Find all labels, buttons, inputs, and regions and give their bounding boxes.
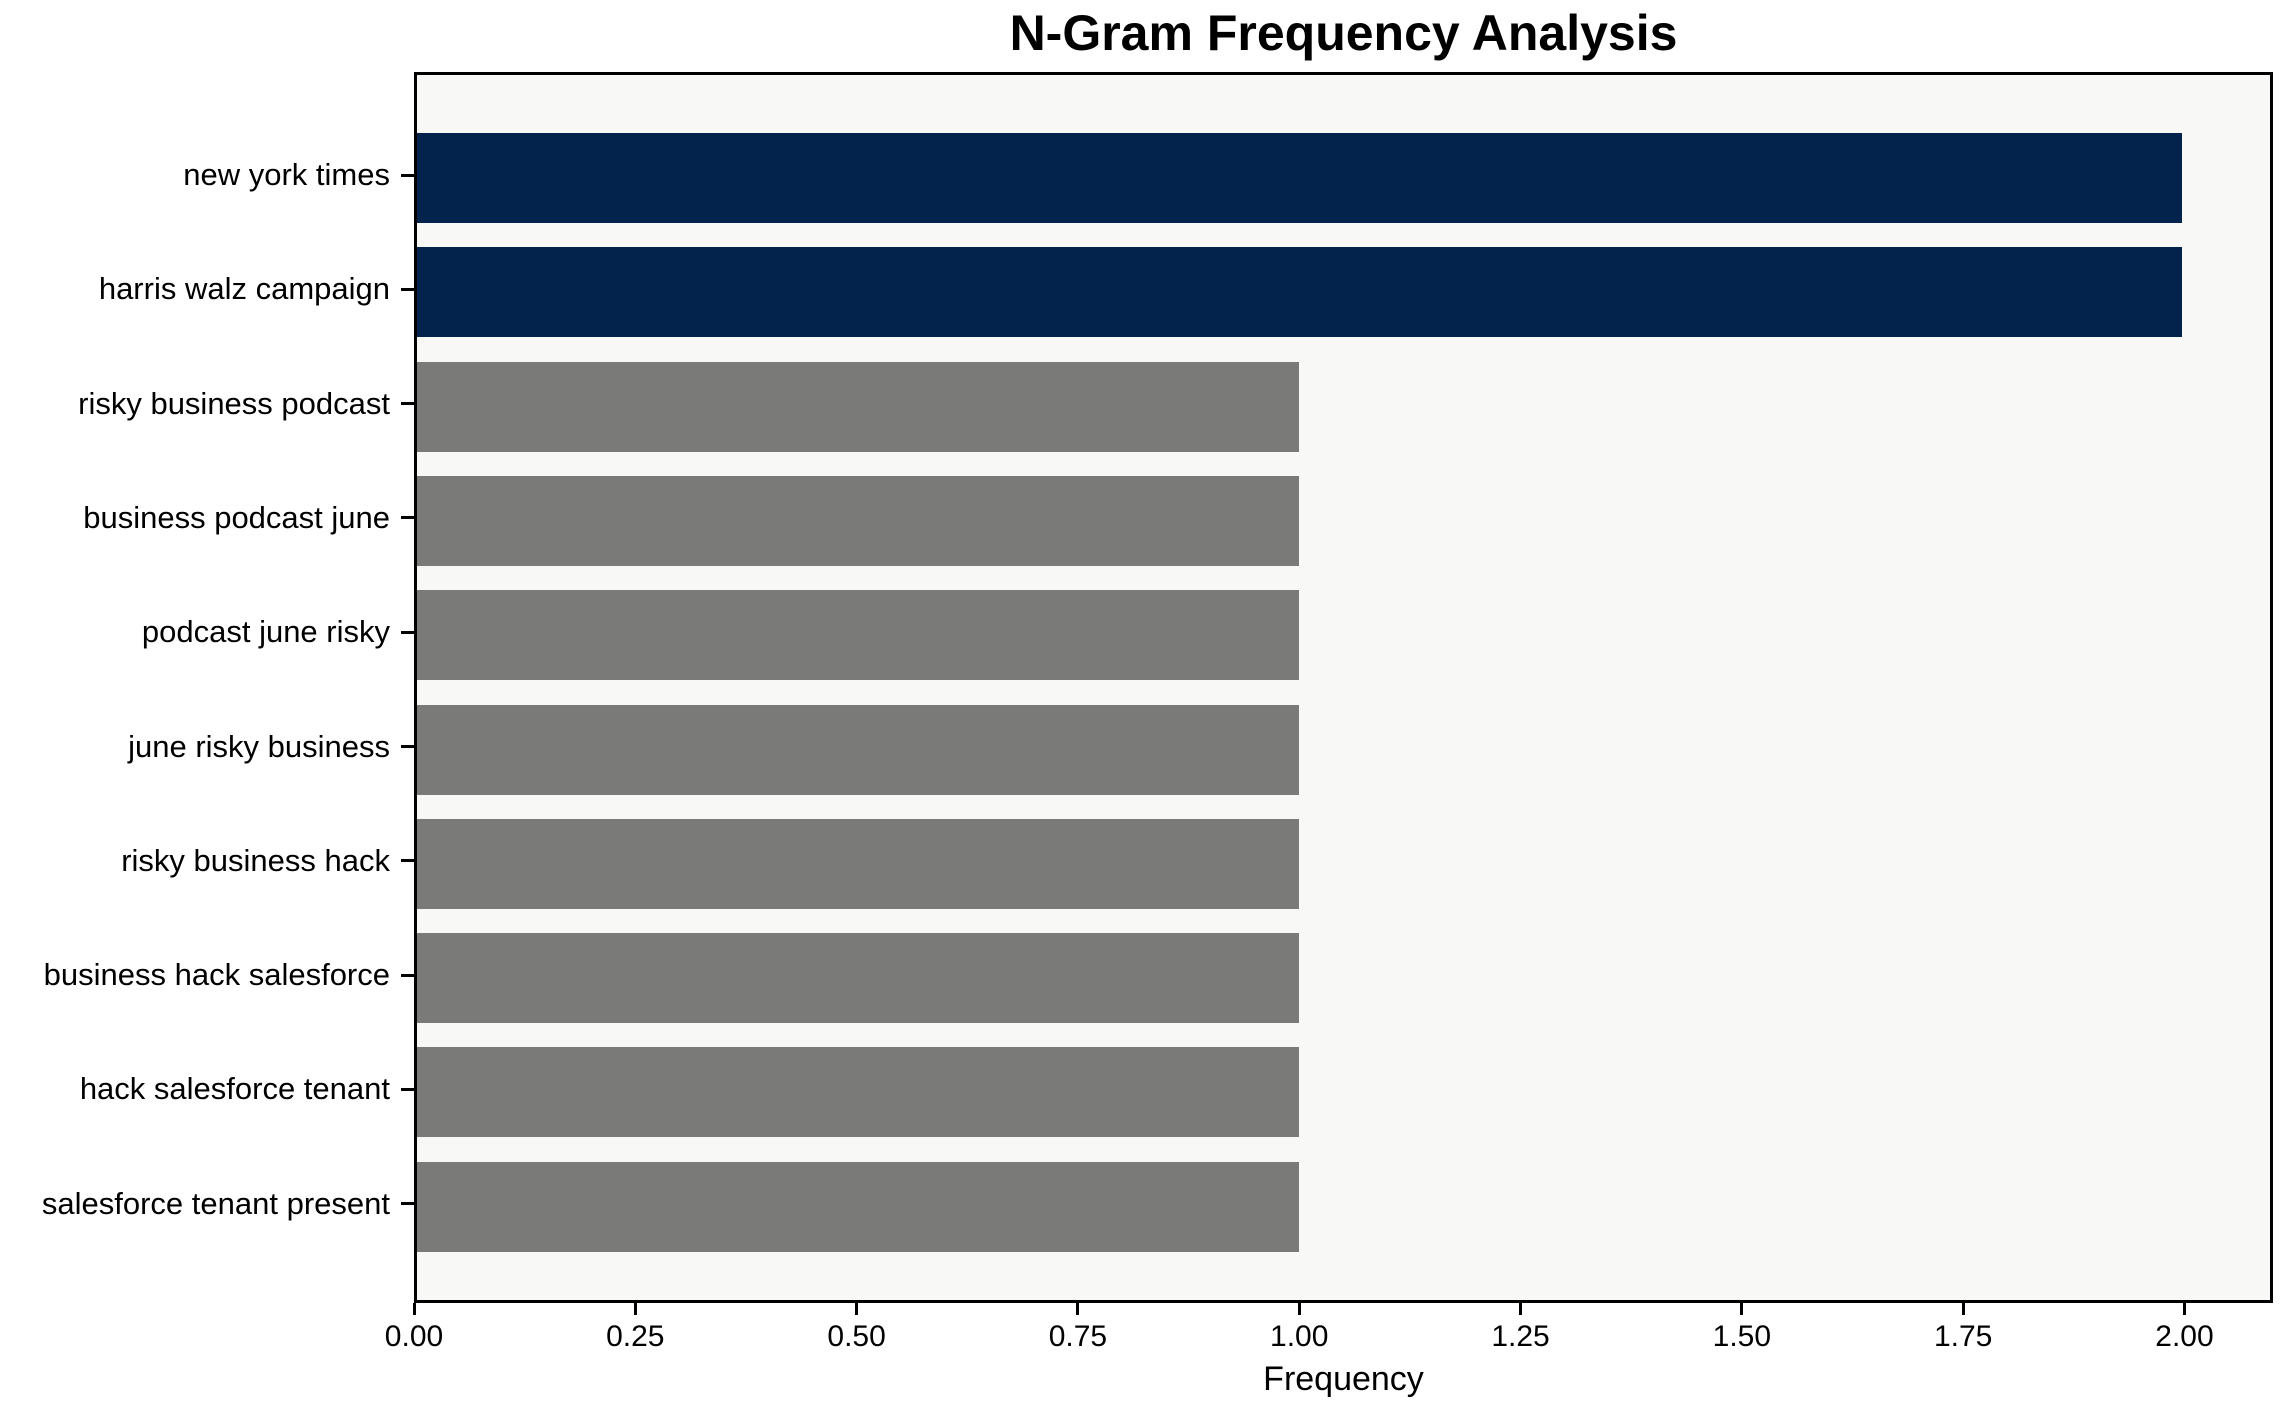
- bar: [417, 1047, 1300, 1138]
- x-tick-mark: [1961, 1303, 1965, 1315]
- y-tick-label: salesforce tenant present: [41, 1185, 390, 1221]
- x-tick-mark: [2182, 1303, 2186, 1315]
- bar: [417, 1161, 1300, 1252]
- y-tick-mark: [401, 973, 414, 977]
- y-tick-label: new york times: [183, 157, 390, 192]
- x-tick-mark: [1076, 1303, 1080, 1315]
- y-tick-mark: [401, 1202, 414, 1206]
- x-tick-mark: [1519, 1303, 1523, 1315]
- y-tick-label: june risky business: [128, 728, 390, 764]
- chart-title: N-Gram Frequency Analysis: [1009, 5, 1678, 61]
- x-tick-label: 1.50: [1712, 1320, 1772, 1353]
- y-tick-label: risky business hack: [121, 842, 390, 878]
- bar: [417, 704, 1300, 795]
- y-tick-label: harris walz campaign: [98, 271, 390, 307]
- y-tick-mark: [401, 630, 414, 634]
- bar: [417, 818, 1300, 909]
- x-tick-label: 0.50: [827, 1320, 886, 1353]
- y-tick-mark: [401, 287, 414, 291]
- x-tick-label: 0.25: [606, 1320, 665, 1353]
- bar: [417, 590, 1300, 681]
- y-tick-mark: [401, 859, 414, 863]
- y-tick-mark: [401, 1087, 414, 1091]
- y-tick-mark: [401, 516, 414, 520]
- y-tick-mark: [401, 173, 414, 177]
- y-tick-label: podcast june risky: [141, 614, 390, 650]
- x-tick-label: 2.00: [2155, 1320, 2214, 1353]
- plot-area: [414, 72, 2273, 1303]
- y-tick-mark: [401, 745, 414, 748]
- x-tick-label: 0.00: [384, 1320, 444, 1353]
- x-tick-mark: [1297, 1303, 1301, 1315]
- y-tick-label: business hack salesforce: [43, 957, 390, 993]
- bar: [417, 361, 1300, 452]
- y-tick-mark: [401, 402, 414, 406]
- x-tick-mark: [855, 1303, 859, 1315]
- x-tick-mark: [412, 1303, 416, 1315]
- y-tick-label: hack salesforce tenant: [79, 1071, 390, 1107]
- x-tick-mark: [1740, 1303, 1744, 1315]
- y-tick-label: risky business podcast: [78, 385, 390, 421]
- bar: [417, 133, 2182, 223]
- x-tick-label: 1.75: [1933, 1320, 1993, 1353]
- bar: [417, 247, 2182, 338]
- x-tick-label: 1.00: [1270, 1320, 1329, 1353]
- x-tick-label: 0.75: [1048, 1320, 1108, 1353]
- bar: [417, 933, 1300, 1024]
- x-tick-mark: [633, 1303, 637, 1315]
- y-tick-label: business podcast june: [83, 499, 390, 535]
- x-axis-title: Frequency: [1263, 1360, 1424, 1398]
- x-tick-label: 1.25: [1491, 1320, 1550, 1353]
- bar: [417, 475, 1300, 566]
